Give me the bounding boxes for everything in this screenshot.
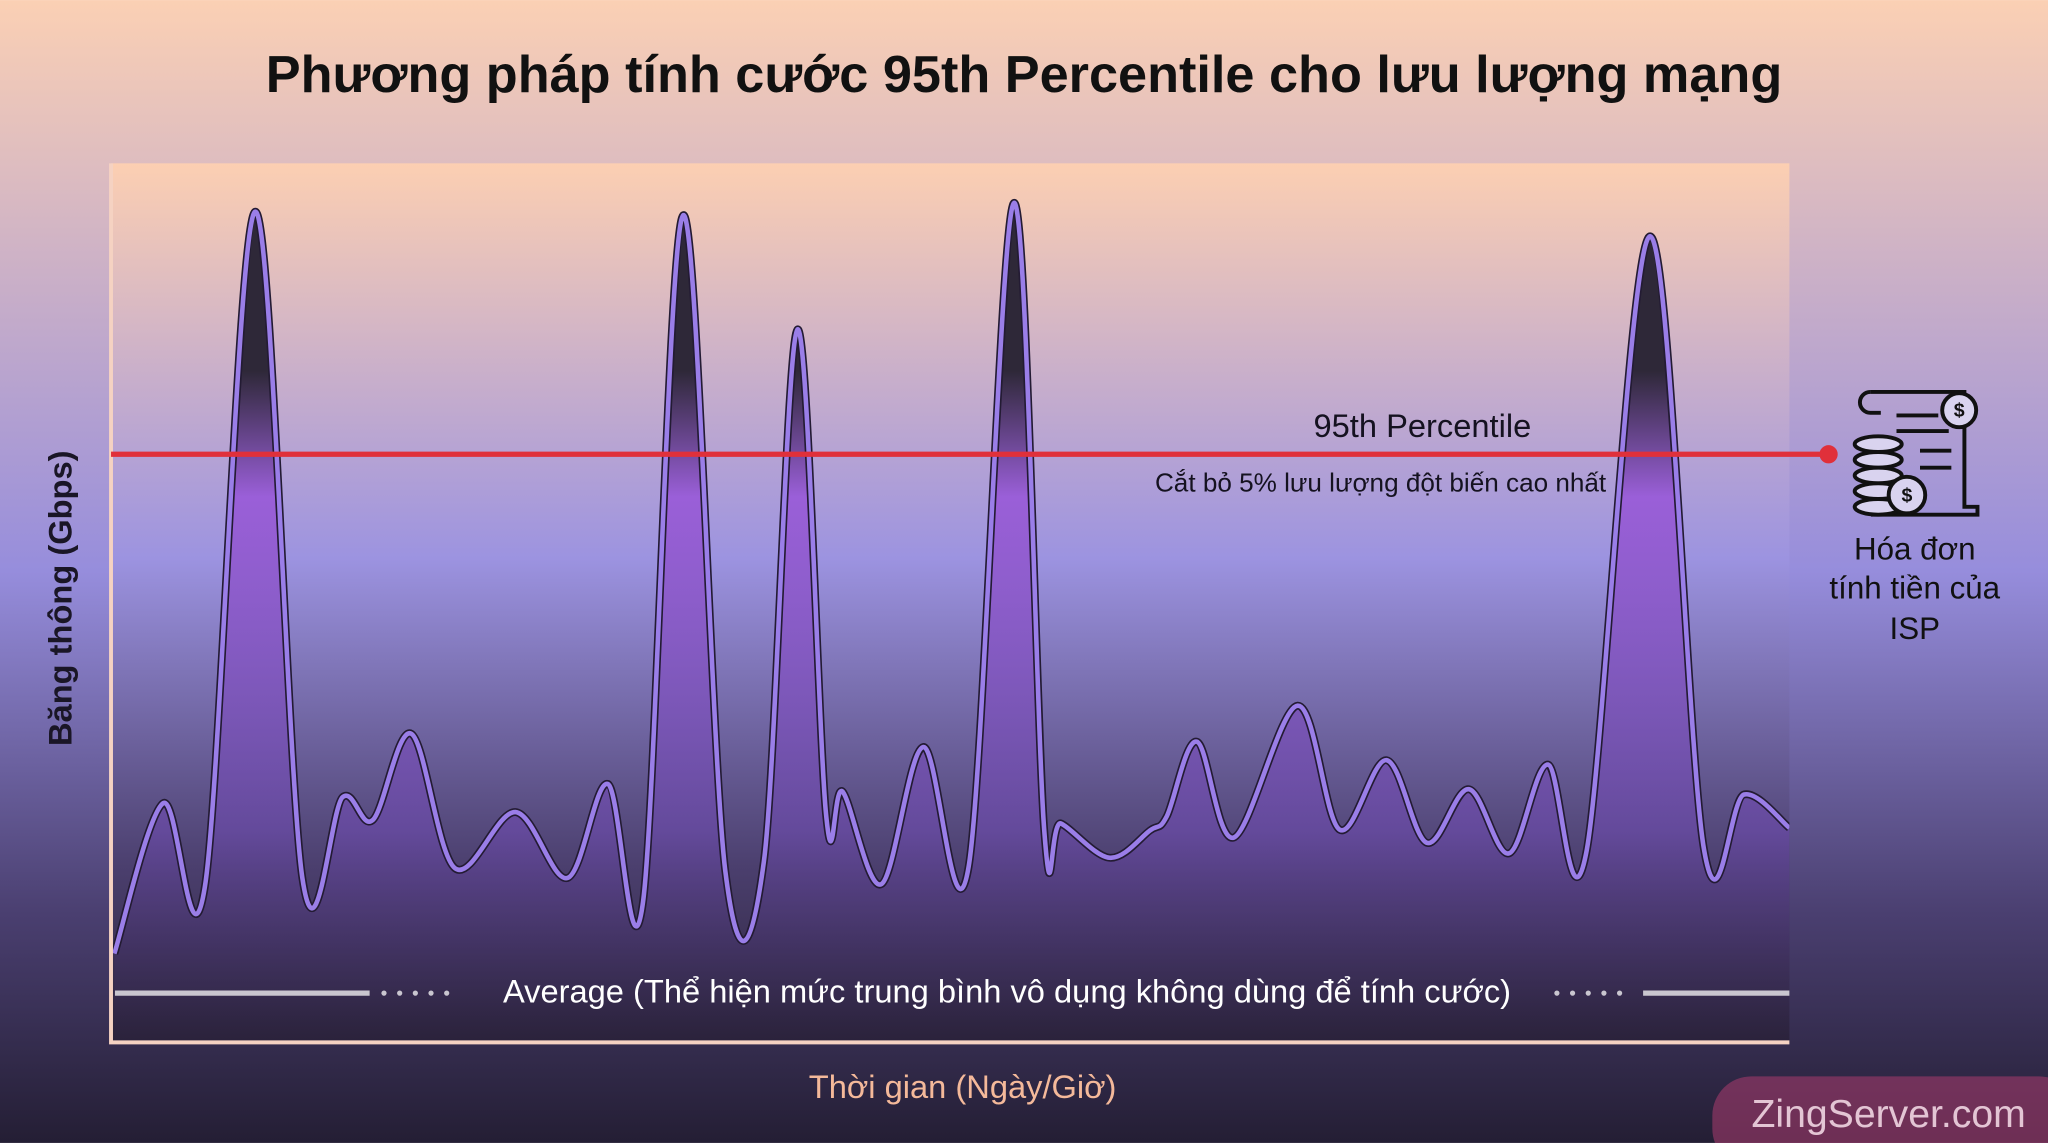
y-axis-label: Băng thông (Gbps) [41, 451, 78, 747]
percentile-dot [1819, 445, 1838, 464]
average-label: Average (Thể hiện mức trung bình vô dụng… [503, 973, 1511, 1010]
icon-glyph: $ [1901, 485, 1912, 507]
line [112, 200, 1790, 955]
percentile-label: 95th Percentile [1313, 407, 1531, 444]
invoice-label: Hóa đơn [1854, 532, 1976, 567]
watermark: ZingServer.com [1751, 1093, 2025, 1136]
invoice-label: ISP [1890, 611, 1941, 646]
chart-title: Phương pháp tính cước 95th Percentile ch… [266, 46, 1782, 104]
icon-glyph: $ [1954, 400, 1965, 422]
percentile-note: Cắt bỏ 5% lưu lượng đột biến cao nhất [1155, 468, 1607, 498]
invoice-label: tính tiền của [1829, 571, 2000, 606]
x-axis-label: Thời gian (Ngày/Giờ) [809, 1068, 1117, 1105]
invoice-icon [1852, 389, 1980, 517]
watermark-badge [1712, 1076, 2048, 1143]
